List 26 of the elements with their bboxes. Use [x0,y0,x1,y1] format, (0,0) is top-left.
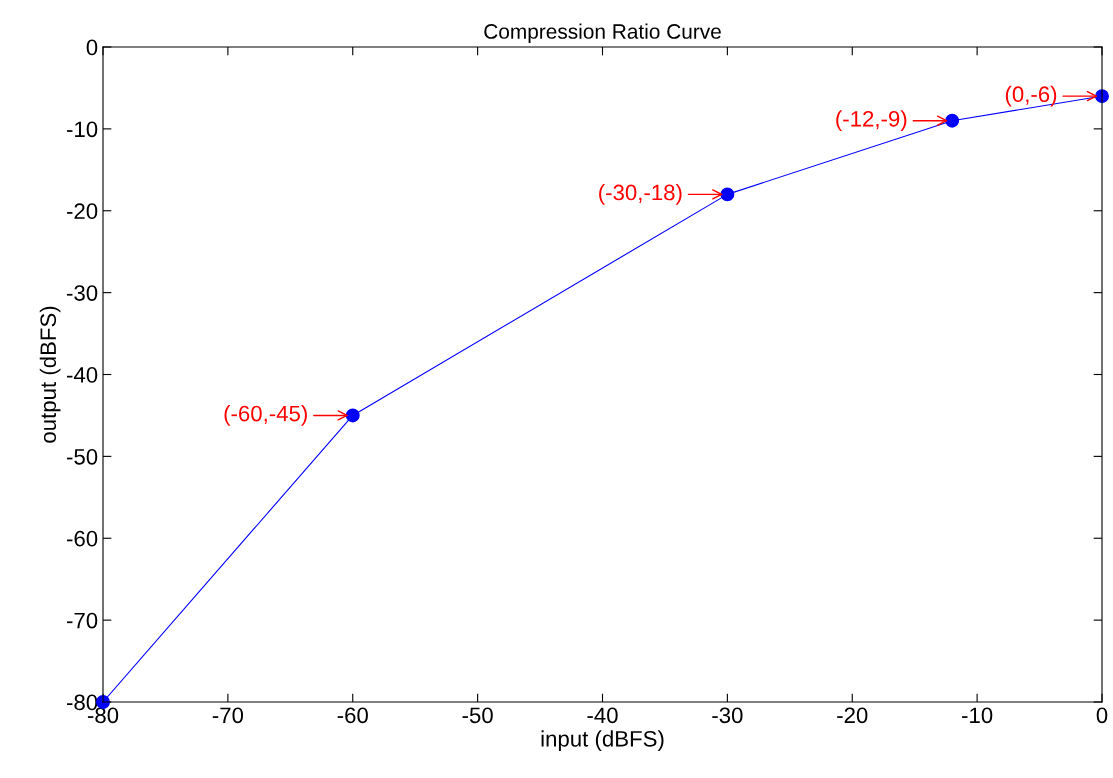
annotation: (0,-6) [1005,85,1057,107]
y-tick-label: -60 [67,530,98,547]
y-tick-label: -70 [67,612,98,629]
x-tick-label: -70 [212,707,244,724]
point [345,408,360,423]
x-tick-label: -10 [962,707,993,724]
x-tick-label: -30 [712,707,743,724]
annotation: (-30,-18) [599,184,682,205]
y-tick-label: -40 [67,367,98,383]
annotation: (-60,-45) [224,405,307,426]
y-tick-label: -10 [67,121,98,138]
x-tick-label: -20 [837,707,868,724]
y-tick-label: -20 [67,203,98,220]
y-tick-label: -50 [67,448,98,465]
annotation: (-12,-9) [836,110,907,132]
x-tick-label: 0 [1096,707,1108,724]
x-tick-label: -40 [587,707,618,724]
point [945,113,960,128]
point [720,187,735,202]
y-tick-label: -30 [67,285,98,301]
chart-title: Compression Ratio Curve [484,23,721,43]
x-tick-label: -60 [337,707,368,724]
x-axis-title: input (dBFS) [541,730,664,752]
y-axis-title: output (dBFS) [39,306,61,443]
x-tick-label: -50 [462,707,493,724]
y-tick-label: 0 [86,39,98,56]
